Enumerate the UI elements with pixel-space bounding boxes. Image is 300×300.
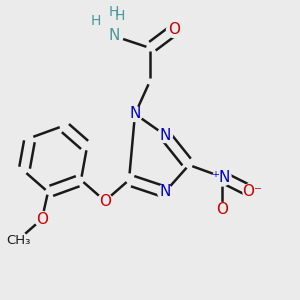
Text: N: N <box>108 28 120 44</box>
Circle shape <box>91 16 101 26</box>
Circle shape <box>158 184 172 200</box>
Text: O: O <box>36 212 48 226</box>
Text: O: O <box>216 202 228 217</box>
Circle shape <box>214 202 230 217</box>
Circle shape <box>109 7 119 17</box>
Circle shape <box>128 106 142 122</box>
Text: N: N <box>159 184 171 200</box>
Circle shape <box>98 194 112 208</box>
Text: N: N <box>159 128 171 142</box>
Text: H: H <box>91 14 101 28</box>
Text: ⁺N: ⁺N <box>212 169 232 184</box>
Text: N: N <box>129 106 141 122</box>
Circle shape <box>105 27 123 45</box>
Circle shape <box>9 231 27 249</box>
Text: CH₃: CH₃ <box>6 233 30 247</box>
Circle shape <box>34 212 50 226</box>
Text: H: H <box>109 5 119 19</box>
Text: O: O <box>99 194 111 208</box>
Text: O⁻: O⁻ <box>242 184 262 200</box>
Text: H: H <box>115 10 125 23</box>
Circle shape <box>167 22 182 38</box>
Text: O: O <box>168 22 180 38</box>
Circle shape <box>158 128 172 142</box>
Circle shape <box>213 168 231 186</box>
Circle shape <box>243 183 261 201</box>
